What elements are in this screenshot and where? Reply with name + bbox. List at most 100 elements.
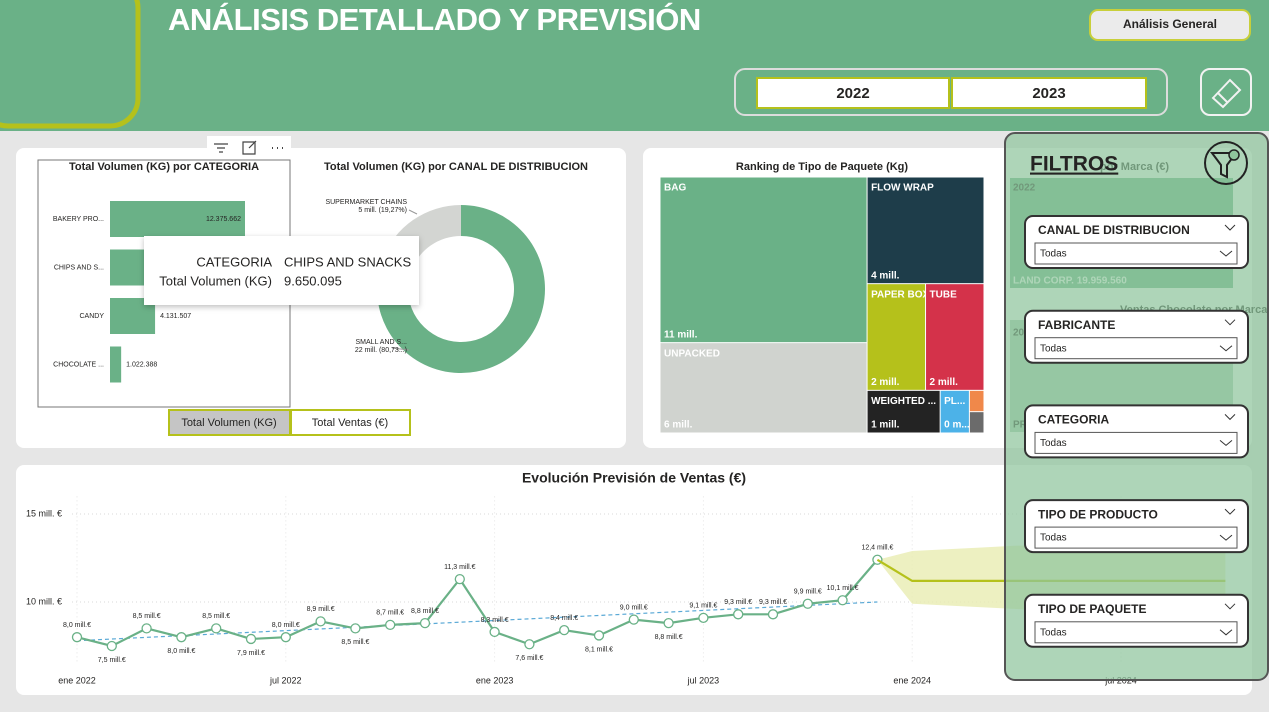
treemap-tile bbox=[660, 343, 867, 433]
tooltip-value: 9.650.095 bbox=[284, 273, 342, 288]
data-label: 8,0 mill.€ bbox=[167, 648, 195, 655]
data-point bbox=[837, 595, 848, 606]
slice-value-label: 22 mill. (80,73...) bbox=[355, 347, 407, 354]
bar bbox=[110, 346, 122, 383]
measure-button-label[interactable]: Total Volumen (KG) bbox=[181, 417, 276, 429]
slicer-value[interactable]: Todas bbox=[1040, 438, 1067, 449]
chevron[interactable] bbox=[1224, 319, 1236, 326]
filter-icon[interactable] bbox=[214, 143, 228, 153]
data-point bbox=[767, 609, 779, 620]
data-label: 4.131.507 bbox=[160, 313, 191, 320]
tooltip bbox=[144, 236, 419, 305]
treemap-tile bbox=[969, 412, 984, 433]
slicer-label: FABRICANTE bbox=[1038, 318, 1115, 332]
logo-box bbox=[0, 0, 141, 129]
data-label: 9,0 mill.€ bbox=[620, 604, 648, 611]
data-label: 8,5 mill.€ bbox=[133, 613, 161, 620]
measure-button[interactable] bbox=[290, 409, 411, 436]
year-button-label[interactable]: 2022 bbox=[836, 85, 869, 102]
chevron[interactable] bbox=[1224, 414, 1236, 421]
icon-strip bbox=[207, 136, 291, 158]
chevron[interactable] bbox=[1219, 629, 1233, 636]
slicer-dropdown[interactable] bbox=[1034, 526, 1238, 549]
slicer-dropdown[interactable] bbox=[1034, 242, 1238, 265]
chevron[interactable] bbox=[1219, 345, 1233, 352]
nav-button-label[interactable]: Análisis General bbox=[1123, 17, 1217, 31]
data-label: 8,9 mill.€ bbox=[307, 606, 335, 613]
slicer-value[interactable]: Todas bbox=[1040, 627, 1067, 638]
data-label: 9,1 mill.€ bbox=[689, 603, 717, 610]
data-point bbox=[419, 617, 431, 629]
slicer-value[interactable]: Todas bbox=[1040, 533, 1067, 544]
leader-line bbox=[391, 347, 410, 351]
treemap-tile bbox=[867, 390, 940, 433]
tile-value: 2 mill. bbox=[871, 377, 900, 388]
data-point bbox=[385, 619, 396, 631]
x-tick-label: jul 2022 bbox=[269, 675, 302, 685]
chevron[interactable] bbox=[1224, 224, 1236, 231]
treemap-tile bbox=[940, 390, 969, 433]
slice-label: SMALL AND S... bbox=[356, 339, 408, 346]
chevron[interactable] bbox=[1219, 250, 1233, 257]
chart-title: Ranking de Tipo de Paquete (Kg) bbox=[736, 161, 908, 173]
chevron[interactable] bbox=[1224, 508, 1236, 515]
bar bbox=[110, 201, 245, 237]
data-point bbox=[733, 609, 744, 620]
slicer-label: CATEGORIA bbox=[1038, 413, 1109, 427]
data-point bbox=[350, 623, 361, 634]
slicer-value[interactable]: Todas bbox=[1040, 249, 1067, 260]
clear-button-box[interactable] bbox=[1200, 68, 1252, 116]
data-point bbox=[663, 617, 674, 629]
data-label: 7,5 mill.€ bbox=[98, 657, 126, 664]
tile-label: TUBE bbox=[930, 289, 958, 300]
tile-label: PL... bbox=[944, 396, 965, 407]
data-label: 9,3 mill.€ bbox=[724, 599, 752, 606]
panel bbox=[16, 465, 1252, 695]
x-tick-label: ene 2023 bbox=[476, 675, 514, 685]
tile-label: BAG bbox=[664, 183, 686, 194]
clear-button[interactable] bbox=[1200, 68, 1252, 116]
slicer-value[interactable]: Todas bbox=[1040, 343, 1067, 354]
filter-panel: FILTROS CANAL DE DISTRIBUCION Todas FABRIC… bbox=[1004, 132, 1269, 681]
year-button[interactable] bbox=[756, 77, 950, 109]
header-bar bbox=[0, 0, 1269, 131]
data-label: 9,3 mill.€ bbox=[759, 599, 787, 606]
slice-label: SUPERMARKET CHAINS bbox=[325, 199, 407, 206]
x-tick-label: ene 2022 bbox=[58, 675, 96, 685]
clear-filters-button[interactable] bbox=[1204, 141, 1248, 185]
slicer-dropdown[interactable] bbox=[1034, 337, 1238, 360]
treemap-tile bbox=[867, 177, 984, 284]
data-label: 8,8 mill.€ bbox=[411, 608, 439, 615]
tooltip-box bbox=[144, 236, 419, 305]
nav-button[interactable]: Análisis General bbox=[1089, 9, 1251, 41]
chevron[interactable] bbox=[1219, 534, 1233, 541]
nav-button-box[interactable] bbox=[1089, 9, 1251, 41]
data-label: 8,8 mill.€ bbox=[655, 634, 683, 641]
measure-button-label[interactable]: Total Ventas (€) bbox=[312, 417, 388, 429]
y-tick-label: 10 mill. € bbox=[26, 596, 62, 606]
slicer-dropdown[interactable] bbox=[1034, 431, 1238, 454]
slicer-dropdown[interactable] bbox=[1034, 621, 1238, 644]
category-label: CHOCOLATE ... bbox=[53, 361, 104, 368]
data-point bbox=[593, 630, 605, 641]
tooltip-value: CHIPS AND SNACKS bbox=[284, 254, 411, 269]
data-label: 8,5 mill.€ bbox=[341, 639, 369, 646]
leader-line bbox=[408, 209, 418, 215]
page-title: ANÁLISIS DETALLADO Y PREVISIÓN bbox=[168, 1, 701, 37]
icon-circle[interactable] bbox=[1204, 141, 1248, 185]
data-label: 7,9 mill.€ bbox=[237, 650, 265, 657]
chevron[interactable] bbox=[1219, 440, 1233, 447]
data-point bbox=[315, 616, 326, 627]
year-button[interactable] bbox=[951, 77, 1147, 109]
chevron[interactable] bbox=[1224, 603, 1236, 610]
focus-icon[interactable] bbox=[242, 140, 257, 155]
year-button-label[interactable]: 2023 bbox=[1032, 85, 1065, 102]
tooltip-key: CATEGORIA bbox=[196, 254, 272, 269]
data-point bbox=[176, 632, 187, 643]
tile-label: UNPACKED bbox=[664, 348, 720, 359]
x-tick-label: jul 2023 bbox=[687, 675, 720, 685]
data-point bbox=[141, 623, 152, 634]
data-label: 1.022.388 bbox=[126, 361, 157, 368]
